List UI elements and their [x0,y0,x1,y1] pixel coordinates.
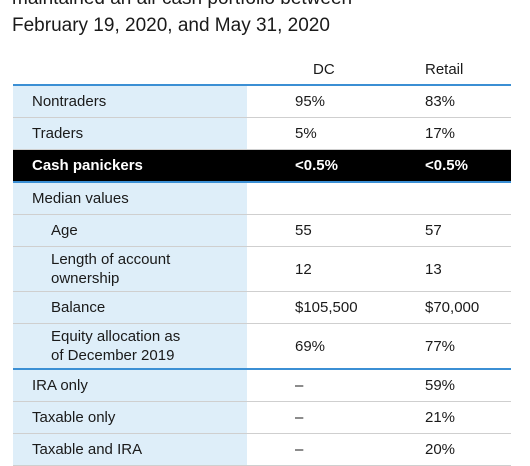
row-retail-value: 21% [378,401,511,434]
table-row-section-heading: Median values [13,182,511,215]
row-retail-value: 17% [378,117,511,150]
row-dc-value: 12 [247,246,378,292]
row-label: Balance [13,291,247,324]
row-retail-value: 77% [378,323,511,370]
row-dc-value [247,182,378,215]
caption-line-2: February 19, 2020, and May 31, 2020 [12,15,330,36]
row-label-line-1: Length of account [51,251,171,268]
row-retail-value [378,182,511,215]
caption-line-1: maintained an all-cash portfolio between [12,0,352,11]
header-dc: DC [247,54,378,86]
table-row: Taxable and IRA – 20% [13,433,511,466]
row-retail-value: 57 [378,214,511,247]
row-label-line-2: of December 2019 [51,347,175,364]
table-row: Nontraders 95% 83% [13,85,511,118]
row-dc-value: 55 [247,214,378,247]
row-label-line-1: Equity allocation as [51,328,181,345]
table-row: Traders 5% 17% [13,117,511,150]
comparison-table: DC Retail Nontraders 95% 83% Traders 5% … [13,54,511,466]
row-retail-value: 13 [378,246,511,292]
table-row: IRA only – 59% [13,369,511,402]
row-dc-value: 69% [247,323,378,370]
row-retail-value: 20% [378,433,511,466]
row-label: Equity allocation as of December 2019 [13,323,247,370]
table-header-row: DC Retail [13,54,511,86]
row-label: Length of account ownership [13,246,247,292]
table-row: Equity allocation as of December 2019 69%… [13,323,511,370]
row-dc-value: 5% [247,117,378,150]
row-retail-value: $70,000 [378,291,511,324]
table-row: Length of account ownership 12 13 [13,246,511,292]
header-label-column [13,54,247,86]
row-retail-value: <0.5% [378,149,511,183]
row-label: Cash panickers [13,149,247,183]
row-label: Nontraders [13,85,247,118]
row-label: Taxable and IRA [13,433,247,466]
row-retail-value: 83% [378,85,511,118]
row-dc-value: – [247,433,378,466]
table-row: Balance $105,500 $70,000 [13,291,511,324]
table-row-highlighted: Cash panickers <0.5% <0.5% [13,149,511,183]
header-retail: Retail [378,54,511,86]
row-dc-value: – [247,401,378,434]
row-label: Age [13,214,247,247]
row-retail-value: 59% [378,369,511,402]
table-row: Age 55 57 [13,214,511,247]
table-row: Taxable only – 21% [13,401,511,434]
row-label: Traders [13,117,247,150]
row-label: Median values [13,182,247,215]
row-dc-value: – [247,369,378,402]
row-label: Taxable only [13,401,247,434]
row-dc-value: <0.5% [247,149,378,183]
row-label: IRA only [13,369,247,402]
row-dc-value: $105,500 [247,291,378,324]
row-dc-value: 95% [247,85,378,118]
row-label-line-2: ownership [51,270,120,287]
